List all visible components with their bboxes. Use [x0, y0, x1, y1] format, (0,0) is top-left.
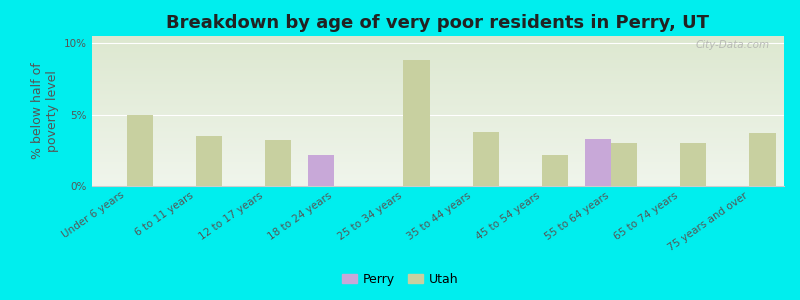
Bar: [265, 140, 291, 186]
Bar: [308, 154, 334, 186]
Y-axis label: % below half of
poverty level: % below half of poverty level: [30, 63, 58, 159]
Bar: [750, 133, 776, 186]
Bar: [126, 115, 153, 186]
Title: Breakdown by age of very poor residents in Perry, UT: Breakdown by age of very poor residents …: [166, 14, 710, 32]
Bar: [585, 139, 611, 186]
Legend: Perry, Utah: Perry, Utah: [337, 268, 463, 291]
Bar: [473, 132, 499, 186]
Bar: [680, 143, 706, 186]
Bar: [542, 154, 568, 186]
Bar: [611, 143, 638, 186]
Bar: [403, 60, 430, 186]
Bar: [196, 136, 222, 186]
Text: City-Data.com: City-Data.com: [696, 40, 770, 50]
